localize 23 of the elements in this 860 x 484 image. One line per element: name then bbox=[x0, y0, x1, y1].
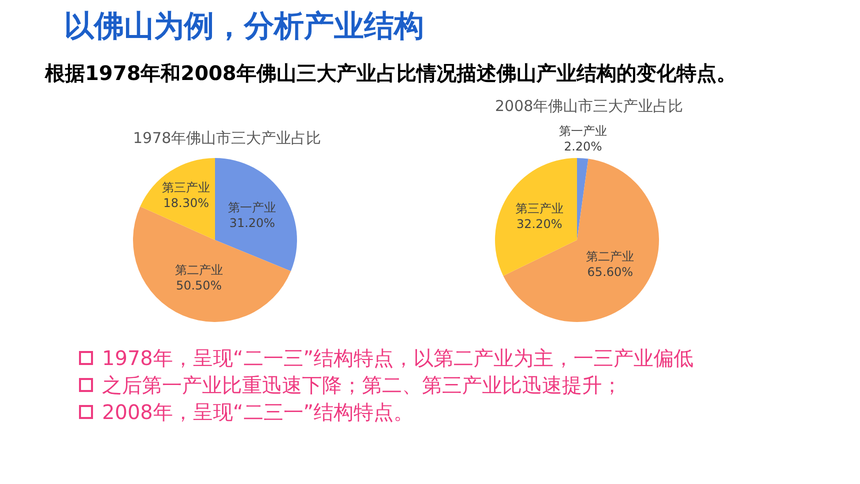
slice-label: 第二产业 bbox=[586, 249, 634, 264]
slice-label: 第二产业 bbox=[174, 262, 223, 277]
text: 根据1978年和2008年佛山三大产业占比情况描述佛山产业结构的变化特点。 bbox=[44, 61, 736, 85]
pie-slice bbox=[140, 158, 215, 240]
slice-label: 第三产业 bbox=[162, 180, 210, 195]
chart-title: 2008年佛山市三大产业占比 bbox=[495, 97, 684, 115]
slice-label: 第一产业 bbox=[559, 124, 607, 138]
data-label: 2.20% bbox=[564, 140, 602, 154]
slice-label: 第三产业 bbox=[515, 202, 564, 216]
text: 之后第一产业比重迅速下降；第二、第三产业比迅速提升； bbox=[102, 373, 622, 397]
data-label: 31.20% bbox=[229, 216, 276, 230]
text: 2008年，呈现“二三一”结构特点。 bbox=[102, 400, 414, 424]
data-label: 65.60% bbox=[587, 264, 634, 279]
pie-slice bbox=[503, 158, 659, 322]
pie-slice bbox=[577, 158, 588, 240]
data-label: 32.20% bbox=[516, 217, 562, 232]
text: 1978年，呈现“二一三”结构特点，以第二产业为主，一三产业偏低 bbox=[102, 346, 694, 370]
chart-title: 1978年佛山市三大产业占比 bbox=[133, 129, 322, 147]
text: 以佛山为例，分析产业结构 bbox=[64, 9, 424, 44]
data-label: 18.30% bbox=[163, 196, 209, 210]
data-label: 50.50% bbox=[176, 278, 222, 292]
slice-label: 第一产业 bbox=[228, 200, 276, 214]
pie-slice bbox=[495, 158, 577, 276]
